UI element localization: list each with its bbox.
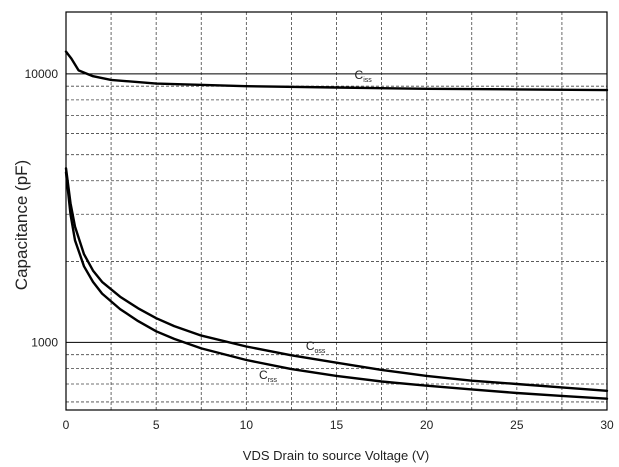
tick-labels: 0 5 10 15 20 25 30 1000 10000 bbox=[25, 67, 614, 432]
series-label-ciss: Ciss bbox=[355, 68, 373, 84]
x-tick-label: 0 bbox=[63, 418, 70, 432]
y-tick-label: 10000 bbox=[25, 67, 59, 81]
series-group bbox=[64, 50, 609, 400]
series-labels: Ciss Coss Crss bbox=[259, 68, 372, 384]
x-tick-label: 20 bbox=[420, 418, 434, 432]
series-label-coss: Coss bbox=[306, 339, 326, 355]
x-axis-title: VDS Drain to source Voltage (V) bbox=[243, 448, 429, 463]
y-axis-title: Capacitance (pF) bbox=[12, 160, 31, 290]
x-tick-label: 25 bbox=[510, 418, 524, 432]
grid bbox=[66, 12, 607, 410]
series-line-crss bbox=[64, 171, 609, 400]
x-tick-label: 10 bbox=[240, 418, 254, 432]
y-tick-label: 1000 bbox=[31, 335, 58, 349]
x-tick-label: 5 bbox=[153, 418, 160, 432]
x-tick-label: 15 bbox=[330, 418, 344, 432]
plot-frame bbox=[65, 11, 608, 411]
series-line-ciss bbox=[64, 50, 609, 92]
x-tick-label: 30 bbox=[600, 418, 614, 432]
series-line-coss bbox=[64, 167, 609, 392]
series-label-crss: Crss bbox=[259, 368, 278, 384]
